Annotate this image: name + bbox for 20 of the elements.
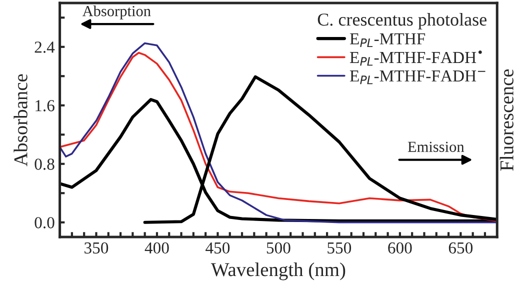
x-tick-label: 350 — [84, 242, 108, 254]
legend-title: C. crescentus photolase — [318, 13, 486, 30]
y-axis-title: Absorbance — [14, 74, 28, 166]
x-axis-title: Wavelength (nm) — [210, 262, 346, 280]
y-tick-label: 2.4 — [34, 42, 55, 53]
x-tick-label: 500 — [266, 242, 290, 254]
x-tick-label: 450 — [206, 242, 230, 254]
y-tick-label: 0.0 — [34, 217, 54, 228]
x-tick-label: 550 — [328, 242, 352, 254]
x-tick-label: 400 — [144, 242, 169, 254]
x-tick-label: 650 — [448, 242, 473, 254]
y2-axis-title: Fluorescence — [500, 69, 514, 171]
annotation: Absorption — [82, 6, 151, 20]
legend-label: E$_{PL}$-MTHF-FADH$^{−}$ — [350, 70, 486, 84]
y-tick-label: 1.6 — [36, 100, 54, 112]
legend-label: E$_{PL}$-MTHF-FADH$^{•}$ — [350, 50, 482, 66]
x-tick-label: 600 — [388, 242, 412, 254]
legend-label: E$_{PL}$-MTHF — [350, 33, 426, 48]
annotation: Emission — [408, 142, 464, 152]
y-tick-label: 0.8 — [34, 158, 54, 170]
